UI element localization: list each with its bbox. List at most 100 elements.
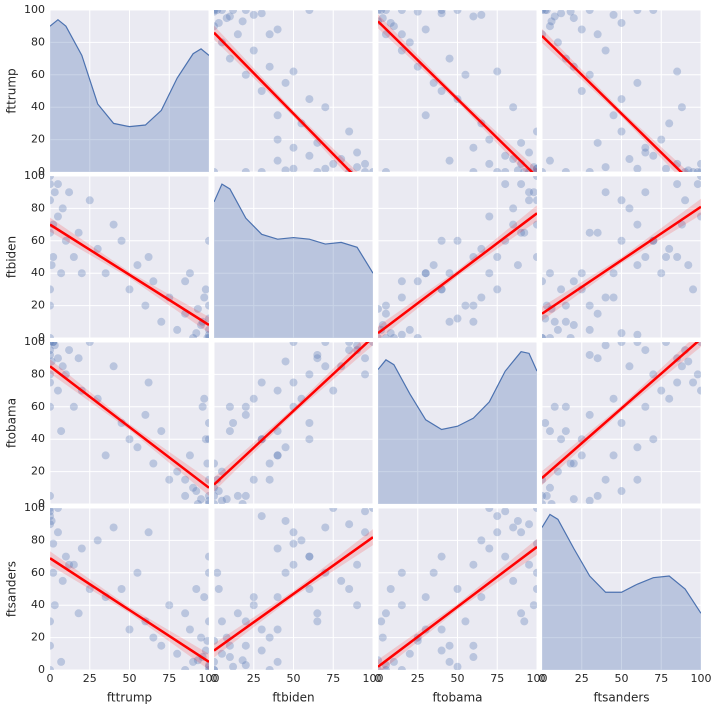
- point: [469, 317, 478, 326]
- regression-line: [214, 536, 373, 652]
- point: [509, 103, 518, 112]
- y-tick-label: 60: [31, 566, 45, 579]
- point: [453, 585, 462, 593]
- point: [485, 544, 494, 553]
- point: [542, 10, 551, 14]
- point: [421, 593, 430, 602]
- point: [553, 38, 562, 47]
- point: [249, 46, 258, 55]
- point: [545, 483, 554, 492]
- point: [289, 164, 298, 172]
- point: [217, 496, 226, 504]
- point: [386, 18, 395, 27]
- point: [517, 138, 526, 147]
- point: [378, 617, 386, 626]
- point: [197, 633, 206, 642]
- point: [485, 135, 494, 144]
- point: [601, 342, 610, 350]
- y-tick-label: 40: [31, 598, 45, 611]
- point: [241, 70, 250, 79]
- point: [585, 350, 594, 359]
- point: [533, 253, 537, 261]
- point: [181, 277, 190, 286]
- kde-area: [214, 184, 373, 338]
- point: [386, 585, 395, 593]
- point: [477, 10, 486, 19]
- point: [381, 301, 390, 310]
- point: [321, 342, 330, 346]
- point: [205, 475, 209, 484]
- point: [461, 617, 470, 626]
- point: [273, 657, 282, 666]
- point: [673, 253, 682, 261]
- point: [50, 228, 54, 237]
- point: [609, 293, 618, 302]
- point: [50, 301, 54, 310]
- point: [205, 314, 209, 323]
- point: [313, 617, 322, 626]
- confidence-band: [542, 342, 701, 486]
- point: [133, 568, 142, 577]
- point: [542, 491, 546, 500]
- point: [485, 508, 494, 512]
- point: [200, 593, 209, 602]
- regression-line: [50, 365, 209, 489]
- point: [545, 334, 554, 338]
- point: [133, 443, 142, 452]
- point: [665, 394, 674, 403]
- point: [493, 528, 502, 537]
- point: [501, 552, 510, 561]
- point: [214, 168, 218, 172]
- point: [222, 14, 231, 23]
- point: [214, 585, 223, 593]
- point: [525, 148, 534, 157]
- point: [593, 309, 602, 318]
- point: [437, 625, 446, 634]
- point: [50, 334, 54, 338]
- point: [413, 62, 422, 71]
- point: [57, 427, 66, 436]
- point: [697, 176, 701, 180]
- point: [149, 277, 158, 286]
- point: [205, 568, 209, 577]
- point: [203, 459, 209, 468]
- point: [265, 459, 274, 468]
- point: [378, 10, 382, 14]
- point: [329, 386, 338, 395]
- point: [125, 435, 134, 444]
- point: [542, 500, 546, 504]
- point: [561, 168, 570, 172]
- point: [214, 10, 218, 14]
- point: [241, 10, 250, 14]
- point: [509, 204, 518, 213]
- point: [345, 585, 354, 593]
- point: [93, 244, 102, 253]
- point: [241, 491, 250, 500]
- point: [74, 609, 83, 618]
- point: [281, 357, 290, 366]
- point: [214, 487, 223, 496]
- point: [477, 293, 486, 302]
- point: [633, 220, 642, 229]
- point: [173, 325, 182, 334]
- point: [693, 180, 701, 189]
- point: [117, 585, 126, 593]
- point: [192, 585, 201, 593]
- point: [225, 641, 234, 650]
- point: [50, 378, 54, 387]
- point: [609, 451, 618, 460]
- point: [501, 180, 510, 189]
- point: [533, 196, 537, 205]
- point: [69, 560, 78, 569]
- point: [53, 386, 62, 395]
- point: [477, 593, 486, 602]
- point: [50, 568, 58, 577]
- point: [547, 500, 556, 504]
- panel: [50, 508, 209, 670]
- point: [157, 317, 166, 326]
- point: [389, 334, 398, 338]
- point: [313, 354, 322, 363]
- point: [585, 301, 594, 310]
- y-tick-label: 20: [31, 299, 45, 312]
- point: [461, 70, 470, 79]
